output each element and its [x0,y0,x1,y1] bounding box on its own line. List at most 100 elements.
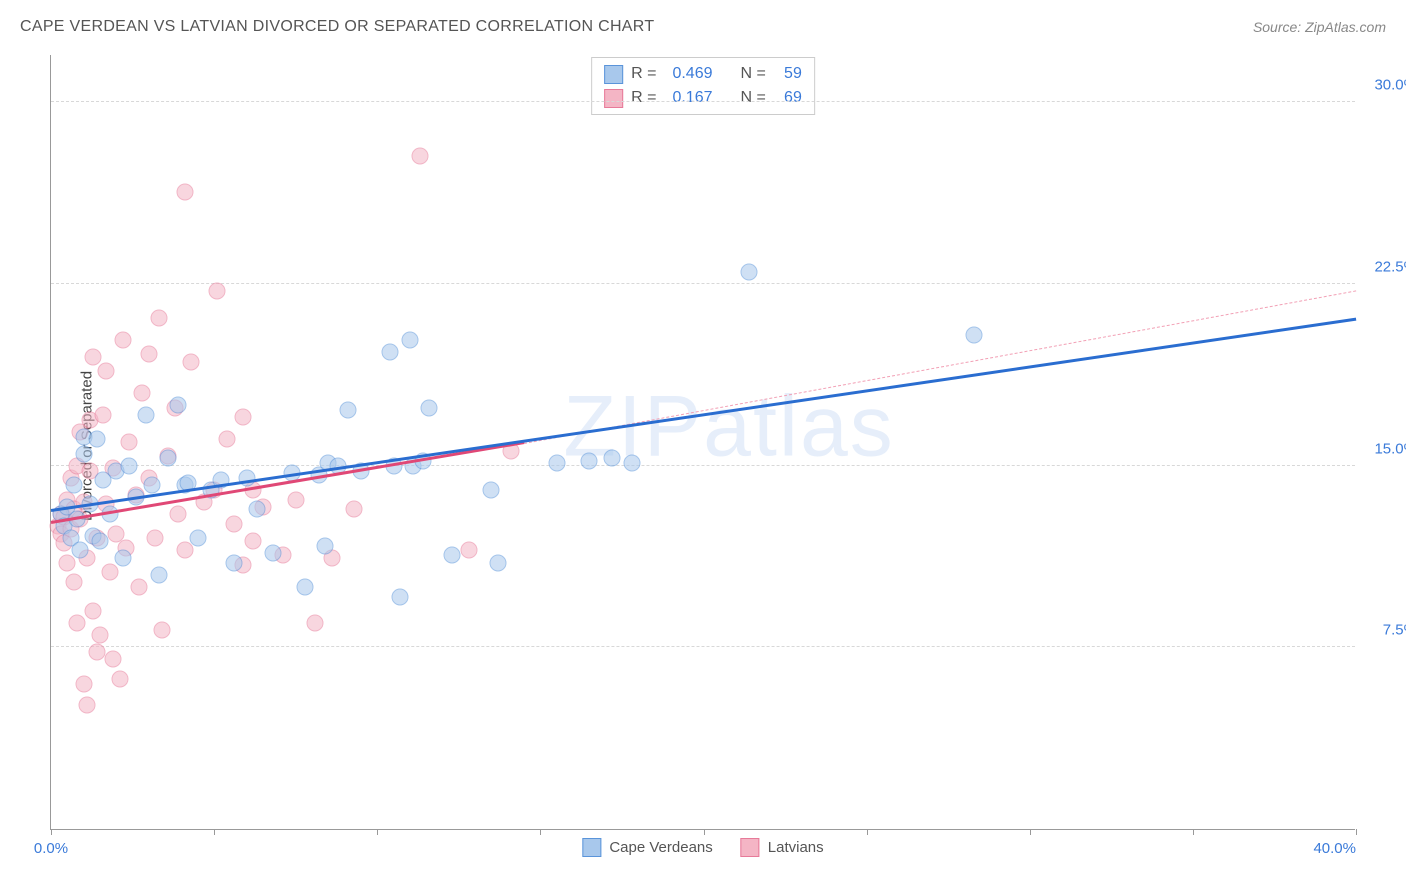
scatter-point [98,363,115,380]
scatter-point [121,433,138,450]
scatter-point [78,697,95,714]
scatter-point [95,406,112,423]
x-tick [704,829,705,835]
scatter-point [59,554,76,571]
n-label: N = [741,62,766,86]
x-tick [1356,829,1357,835]
legend-correlation: R = 0.469 N = 59R = 0.167 N = 69 [591,57,815,115]
scatter-point [153,622,170,639]
scatter-point [134,385,151,402]
y-tick-label: 30.0% [1374,77,1406,94]
x-tick [377,829,378,835]
scatter-point [297,578,314,595]
scatter-point [170,506,187,523]
scatter-point [88,431,105,448]
scatter-point [238,469,255,486]
scatter-point [88,644,105,661]
scatter-point [225,515,242,532]
scatter-point [69,615,86,632]
scatter-point [225,554,242,571]
scatter-point [489,554,506,571]
scatter-point [131,578,148,595]
legend-swatch [741,838,760,857]
scatter-point [150,566,167,583]
scatter-point [460,542,477,559]
y-tick-label: 7.5% [1383,622,1406,639]
scatter-point [65,477,82,494]
scatter-point [150,309,167,326]
scatter-point [176,542,193,559]
scatter-point [548,455,565,472]
r-value: 0.167 [665,86,713,110]
plot-area: ZIPatlas R =0.469N =59R =0.167N =69 Cape… [50,55,1355,830]
scatter-point [75,445,92,462]
gridline-h [51,101,1355,102]
scatter-point [245,532,262,549]
chart-header: CAPE VERDEAN VS LATVIAN DIVORCED OR SEPA… [20,18,1386,36]
r-label: R = [631,62,656,86]
scatter-point [444,547,461,564]
scatter-point [140,346,157,363]
scatter-point [147,530,164,547]
scatter-point [75,675,92,692]
scatter-point [114,331,131,348]
legend-row: R = 0.469 N = 59 [604,62,802,86]
scatter-point [121,457,138,474]
chart-title: CAPE VERDEAN VS LATVIAN DIVORCED OR SEPA… [20,18,654,36]
x-tick [51,829,52,835]
legend-label: Latvians [768,839,824,856]
legend-series: Cape Verdeans Latvians [582,838,823,857]
scatter-point [235,409,252,426]
gridline-h [51,465,1355,466]
scatter-point [144,477,161,494]
trend-line [51,441,524,523]
scatter-point [346,501,363,518]
scatter-point [209,283,226,300]
scatter-point [483,481,500,498]
scatter-point [170,397,187,414]
scatter-point [264,544,281,561]
x-tick [1193,829,1194,835]
scatter-point [401,331,418,348]
scatter-point [183,353,200,370]
scatter-point [137,406,154,423]
scatter-point [248,501,265,518]
scatter-point [85,603,102,620]
n-value: 69 [774,86,802,110]
scatter-point [91,532,108,549]
scatter-point [91,627,108,644]
x-tick [540,829,541,835]
legend-row: R =0.167N =69 [604,86,802,110]
scatter-point [966,326,983,343]
legend-item: Cape Verdeans [582,838,712,857]
scatter-point [339,402,356,419]
legend-swatch [604,65,623,84]
legend-label: Cape Verdeans [609,839,712,856]
r-label: R = [631,86,656,110]
scatter-point [114,549,131,566]
x-tick [1030,829,1031,835]
scatter-point [317,537,334,554]
y-tick-label: 22.5% [1374,259,1406,276]
n-value: 59 [774,62,802,86]
x-tick [867,829,868,835]
x-tick-label: 0.0% [34,840,68,857]
legend-item: Latvians [741,838,824,857]
scatter-point [287,491,304,508]
scatter-point [741,263,758,280]
scatter-point [176,184,193,201]
y-tick-label: 15.0% [1374,440,1406,457]
gridline-h [51,283,1355,284]
scatter-point [111,670,128,687]
scatter-point [623,455,640,472]
legend-swatch [582,838,601,857]
scatter-point [392,588,409,605]
scatter-point [421,399,438,416]
gridline-h [51,646,1355,647]
scatter-point [604,450,621,467]
scatter-point [382,343,399,360]
x-tick-label: 40.0% [1313,840,1356,857]
r-value: 0.469 [665,62,713,86]
scatter-point [411,147,428,164]
scatter-point [101,564,118,581]
